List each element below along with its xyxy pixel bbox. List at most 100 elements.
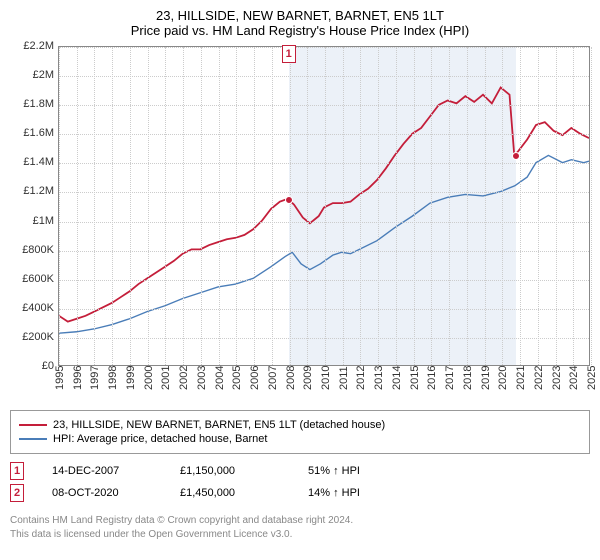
gridline-v (130, 47, 131, 365)
gridline-v (502, 47, 503, 365)
y-tick-label: £2M (33, 69, 54, 81)
event-price: £1,150,000 (180, 465, 280, 477)
gridline-v (343, 47, 344, 365)
legend-label: 23, HILLSIDE, NEW BARNET, BARNET, EN5 1L… (53, 419, 385, 431)
gridline-v (290, 47, 291, 365)
event-date: 08-OCT-2020 (52, 487, 152, 499)
gridline-v (485, 47, 486, 365)
x-tick-label: 1995 (54, 366, 66, 390)
x-tick-label: 2023 (551, 366, 563, 390)
series-line (59, 87, 589, 321)
marker-label: 1 (282, 45, 296, 63)
gridline-v (396, 47, 397, 365)
legend-item: 23, HILLSIDE, NEW BARNET, BARNET, EN5 1L… (19, 419, 581, 431)
x-tick-label: 2018 (462, 366, 474, 390)
gridline-v (77, 47, 78, 365)
legend-label: HPI: Average price, detached house, Barn… (53, 433, 267, 445)
gridline-h (59, 280, 589, 281)
event-hpi: 14% ↑ HPI (308, 487, 360, 499)
x-tick-label: 2003 (196, 366, 208, 390)
y-tick-label: £600K (22, 273, 54, 285)
gridline-v (556, 47, 557, 365)
y-tick-label: £1.8M (23, 98, 54, 110)
copyright: Contains HM Land Registry data © Crown c… (10, 514, 590, 542)
gridline-v (414, 47, 415, 365)
x-tick-label: 2009 (302, 366, 314, 390)
x-tick-label: 2006 (249, 366, 261, 390)
x-axis: 1995199619971998199920002001200220032004… (58, 366, 590, 406)
event-marker: 2 (10, 484, 24, 502)
gridline-v (520, 47, 521, 365)
gridline-h (59, 192, 589, 193)
y-tick-label: £1.6M (23, 127, 54, 139)
gridline-v (449, 47, 450, 365)
x-tick-label: 2010 (320, 366, 332, 390)
x-tick-label: 2013 (373, 366, 385, 390)
x-tick-label: 2007 (267, 366, 279, 390)
chart-container: 23, HILLSIDE, NEW BARNET, BARNET, EN5 1L… (0, 0, 600, 560)
legend-item: HPI: Average price, detached house, Barn… (19, 433, 581, 445)
y-tick-label: £1.2M (23, 185, 54, 197)
copyright-line1: Contains HM Land Registry data © Crown c… (10, 514, 590, 528)
gridline-h (59, 251, 589, 252)
legend-swatch (19, 438, 47, 440)
gridline-v (573, 47, 574, 365)
x-tick-label: 2008 (285, 366, 297, 390)
gridline-h (59, 222, 589, 223)
gridline-v (236, 47, 237, 365)
marker-dot (285, 196, 293, 204)
copyright-line2: This data is licensed under the Open Gov… (10, 528, 590, 542)
gridline-h (59, 338, 589, 339)
x-tick-label: 1996 (72, 366, 84, 390)
event-row: 114-DEC-2007£1,150,00051% ↑ HPI (10, 462, 590, 480)
x-tick-label: 2024 (568, 366, 580, 390)
event-hpi: 51% ↑ HPI (308, 465, 360, 477)
x-tick-label: 2014 (391, 366, 403, 390)
event-marker: 1 (10, 462, 24, 480)
x-tick-label: 2017 (444, 366, 456, 390)
x-tick-label: 2019 (480, 366, 492, 390)
gridline-v (431, 47, 432, 365)
marker-dot (512, 152, 520, 160)
x-tick-label: 1997 (89, 366, 101, 390)
x-tick-label: 2000 (143, 366, 155, 390)
gridline-v (201, 47, 202, 365)
legend-swatch (19, 424, 47, 426)
gridline-h (59, 76, 589, 77)
gridline-v (183, 47, 184, 365)
x-tick-label: 2005 (231, 366, 243, 390)
plot-area: 12 (58, 46, 590, 366)
gridline-v (538, 47, 539, 365)
x-tick-label: 2001 (160, 366, 172, 390)
gridline-v (360, 47, 361, 365)
x-tick-label: 2016 (426, 366, 438, 390)
x-tick-label: 2020 (497, 366, 509, 390)
gridline-h (59, 309, 589, 310)
x-tick-label: 2002 (178, 366, 190, 390)
chart-title: 23, HILLSIDE, NEW BARNET, BARNET, EN5 1L… (10, 8, 590, 23)
y-tick-label: £0 (42, 360, 54, 372)
gridline-v (112, 47, 113, 365)
chart-subtitle: Price paid vs. HM Land Registry's House … (10, 23, 590, 38)
chart-area: £0£200K£400K£600K£800K£1M£1.2M£1.4M£1.6M… (10, 46, 590, 406)
y-tick-label: £200K (22, 331, 54, 343)
line-svg (59, 47, 589, 365)
gridline-v (94, 47, 95, 365)
gridline-v (467, 47, 468, 365)
y-tick-label: £1M (33, 215, 54, 227)
x-tick-label: 1999 (125, 366, 137, 390)
gridline-v (325, 47, 326, 365)
gridline-v (219, 47, 220, 365)
y-tick-label: £400K (22, 302, 54, 314)
event-row: 2 08-OCT-2020 £1,450,000 14% ↑ HPI (10, 484, 590, 502)
x-tick-label: 2004 (214, 366, 226, 390)
gridline-v (307, 47, 308, 365)
x-tick-label: 2021 (515, 366, 527, 390)
x-tick-label: 1998 (107, 366, 119, 390)
gridline-v (254, 47, 255, 365)
gridline-h (59, 163, 589, 164)
event-price: £1,450,000 (180, 487, 280, 499)
series-line (59, 155, 589, 333)
x-tick-label: 2015 (409, 366, 421, 390)
y-tick-label: £2.2M (23, 40, 54, 52)
